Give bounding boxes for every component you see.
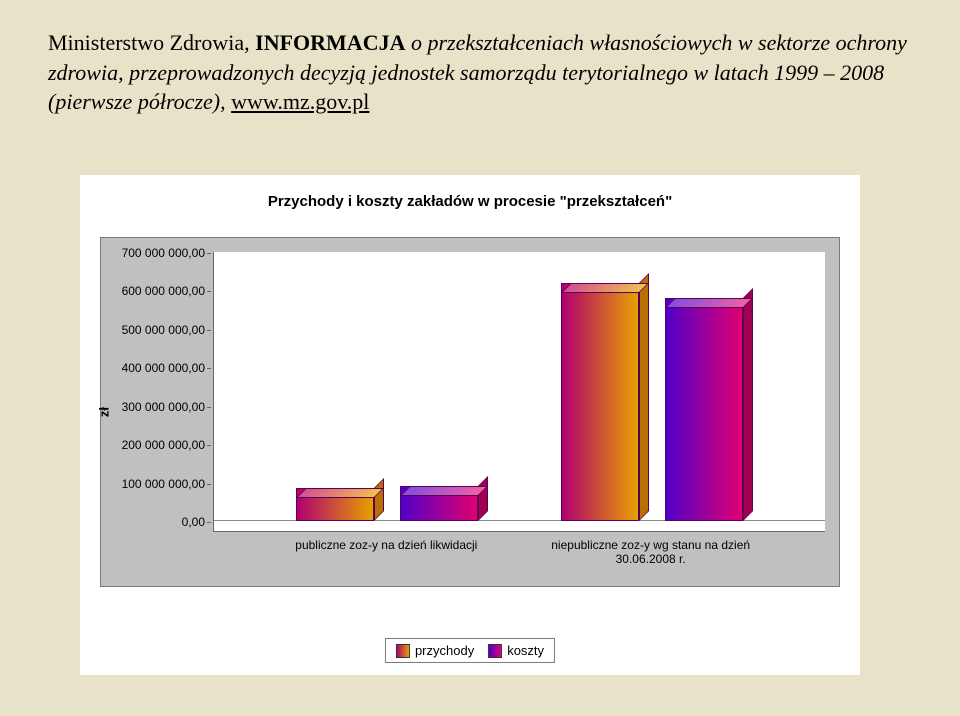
heading-title-bold: INFORMACJA: [255, 30, 405, 55]
y-tick: 0,00: [182, 515, 205, 529]
legend-swatch-1: [396, 644, 410, 658]
legend: przychody koszty: [385, 638, 555, 663]
plot-area: [213, 252, 825, 532]
legend-swatch-2: [488, 644, 502, 658]
plot-frame: zł 0,00100 000 000,00200 000 000,00300 0…: [100, 237, 840, 587]
y-tick: 700 000 000,00: [122, 246, 205, 260]
bar: [665, 298, 743, 521]
legend-item-1: przychody: [396, 643, 474, 658]
slide-heading: Ministerstwo Zdrowia, INFORMACJA o przek…: [48, 28, 912, 117]
y-tick: 600 000 000,00: [122, 284, 205, 298]
legend-label-1: przychody: [415, 643, 474, 658]
y-tick: 400 000 000,00: [122, 361, 205, 375]
y-tick: 200 000 000,00: [122, 438, 205, 452]
bar: [400, 486, 478, 521]
chart-title: Przychody i koszty zakładów w procesie "…: [80, 175, 860, 226]
chart-container: Przychody i koszty zakładów w procesie "…: [80, 175, 860, 675]
y-tick: 100 000 000,00: [122, 477, 205, 491]
y-tick: 500 000 000,00: [122, 323, 205, 337]
bars-layer: [214, 252, 825, 521]
heading-link[interactable]: www.mz.gov.pl: [231, 89, 369, 114]
legend-label-2: koszty: [507, 643, 544, 658]
x-category-label: niepubliczne zoz-y wg stanu na dzień 30.…: [535, 538, 766, 566]
bar: [296, 488, 374, 521]
heading-prefix: Ministerstwo Zdrowia,: [48, 30, 255, 55]
bar: [561, 283, 639, 521]
x-category-label: publiczne zoz-y na dzień likwidacji: [271, 538, 502, 552]
y-tick: 300 000 000,00: [122, 400, 205, 414]
x-labels: publiczne zoz-y na dzień likwidacji niepu…: [213, 536, 825, 580]
legend-item-2: koszty: [488, 643, 544, 658]
plot-floor: [214, 520, 825, 531]
slide-root: Ministerstwo Zdrowia, INFORMACJA o przek…: [0, 0, 960, 716]
y-ticks: 0,00 100 000 000,00 200 000 000,00 300 000 …: [101, 252, 211, 532]
